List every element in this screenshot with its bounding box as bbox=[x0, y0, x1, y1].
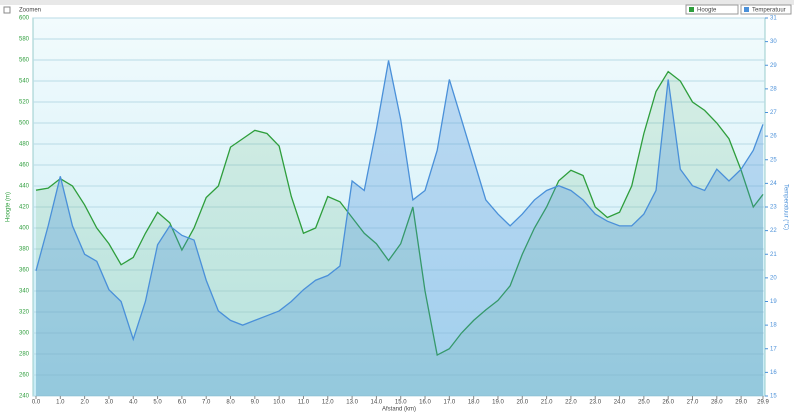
x-tick-label: 0.0 bbox=[32, 400, 41, 406]
select-label: Temperatuur bbox=[752, 8, 786, 14]
y-tick-label: 360 bbox=[19, 268, 30, 274]
y2-tick-label: 24 bbox=[770, 181, 777, 187]
y-tick-label: 260 bbox=[19, 373, 30, 379]
x-tick-label: 20.0 bbox=[516, 400, 528, 406]
y-tick-label: 480 bbox=[19, 142, 30, 148]
zoom-label: Zoomen bbox=[19, 8, 41, 14]
x-tick-label: 22.0 bbox=[565, 400, 577, 406]
x-tick-label: 8.0 bbox=[226, 400, 235, 406]
y2-tick-label: 22 bbox=[770, 228, 777, 234]
y2-tick-label: 26 bbox=[770, 134, 777, 140]
y-tick-label: 300 bbox=[19, 331, 30, 337]
select-label: Hoogte bbox=[697, 8, 717, 14]
x-tick-label: 24.0 bbox=[614, 400, 626, 406]
swatch bbox=[744, 7, 749, 12]
y2-axis-title: Temperatuur (°C) bbox=[782, 184, 788, 230]
x-tick-label: 23.0 bbox=[589, 400, 601, 406]
y2-tick-label: 18 bbox=[770, 323, 777, 329]
y2-tick-label: 17 bbox=[770, 346, 777, 352]
x-tick-label: 13.0 bbox=[346, 400, 358, 406]
x-tick-label: 5.0 bbox=[153, 400, 162, 406]
y-axis-title: Hoogte (m) bbox=[6, 192, 12, 222]
x-tick-label: 15.0 bbox=[395, 400, 407, 406]
x-tick-label: 19.0 bbox=[492, 400, 504, 406]
x-tick-label: 26.0 bbox=[662, 400, 674, 406]
area-fill bbox=[36, 60, 763, 397]
swatch bbox=[689, 7, 694, 12]
y2-tick-label: 25 bbox=[770, 157, 777, 163]
y2-tick-label: 16 bbox=[770, 370, 777, 376]
y-tick-label: 440 bbox=[19, 184, 30, 190]
y-tick-label: 340 bbox=[19, 289, 30, 295]
y-tick-label: 320 bbox=[19, 310, 30, 316]
x-tick-label: 11.0 bbox=[298, 400, 310, 406]
y2-tick-label: 30 bbox=[770, 39, 777, 45]
y2-tick-label: 21 bbox=[770, 252, 777, 258]
area-fill bbox=[36, 71, 763, 397]
x-tick-label: 29.9 bbox=[757, 400, 769, 406]
series-select[interactable] bbox=[740, 4, 792, 15]
x-tick-label: 21.0 bbox=[541, 400, 553, 406]
x-tick-label: 3.0 bbox=[105, 400, 114, 406]
y-tick-label: 600 bbox=[19, 16, 30, 22]
x-tick-label: 7.0 bbox=[202, 400, 211, 406]
y2-tick-label: 31 bbox=[770, 16, 777, 22]
y2-tick-label: 20 bbox=[770, 275, 777, 281]
y2-tick-label: 19 bbox=[770, 299, 777, 305]
x-tick-label: 6.0 bbox=[178, 400, 187, 406]
zoom-checkbox[interactable] bbox=[3, 6, 11, 14]
y2-tick-label: 23 bbox=[770, 205, 777, 211]
y-tick-label: 240 bbox=[19, 394, 30, 400]
line bbox=[35, 70, 764, 357]
series-select[interactable] bbox=[685, 4, 739, 15]
line bbox=[35, 60, 764, 342]
y-tick-label: 520 bbox=[19, 100, 30, 106]
x-tick-label: 28.0 bbox=[711, 400, 723, 406]
x-tick-label: 2.0 bbox=[80, 400, 89, 406]
y-tick-label: 540 bbox=[19, 79, 30, 85]
x-axis-title: Afstand (km) bbox=[382, 407, 416, 413]
x-tick-label: 4.0 bbox=[129, 400, 138, 406]
y2-tick-label: 28 bbox=[770, 86, 777, 92]
x-tick-label: 9.0 bbox=[251, 400, 260, 406]
x-tick-label: 17.0 bbox=[444, 400, 456, 406]
y-tick-label: 280 bbox=[19, 352, 30, 358]
y-tick-label: 500 bbox=[19, 121, 30, 127]
y-tick-label: 460 bbox=[19, 163, 30, 169]
y-tick-label: 560 bbox=[19, 58, 30, 64]
y2-tick-label: 27 bbox=[770, 110, 777, 116]
y2-tick-label: 29 bbox=[770, 63, 777, 69]
x-tick-label: 29.0 bbox=[735, 400, 747, 406]
y2-tick-label: 15 bbox=[770, 394, 777, 400]
x-tick-label: 10.0 bbox=[273, 400, 285, 406]
x-tick-label: 25.0 bbox=[638, 400, 650, 406]
x-tick-label: 12.0 bbox=[322, 400, 334, 406]
y-tick-label: 400 bbox=[19, 226, 30, 232]
y-tick-label: 420 bbox=[19, 205, 30, 211]
y-tick-label: 380 bbox=[19, 247, 30, 253]
x-tick-label: 16.0 bbox=[419, 400, 431, 406]
y-tick-label: 580 bbox=[19, 37, 30, 43]
x-tick-label: 18.0 bbox=[468, 400, 480, 406]
x-tick-label: 1.0 bbox=[56, 400, 65, 406]
tab-strip bbox=[0, 0, 794, 5]
x-tick-label: 27.0 bbox=[687, 400, 699, 406]
x-tick-label: 14.0 bbox=[371, 400, 383, 406]
